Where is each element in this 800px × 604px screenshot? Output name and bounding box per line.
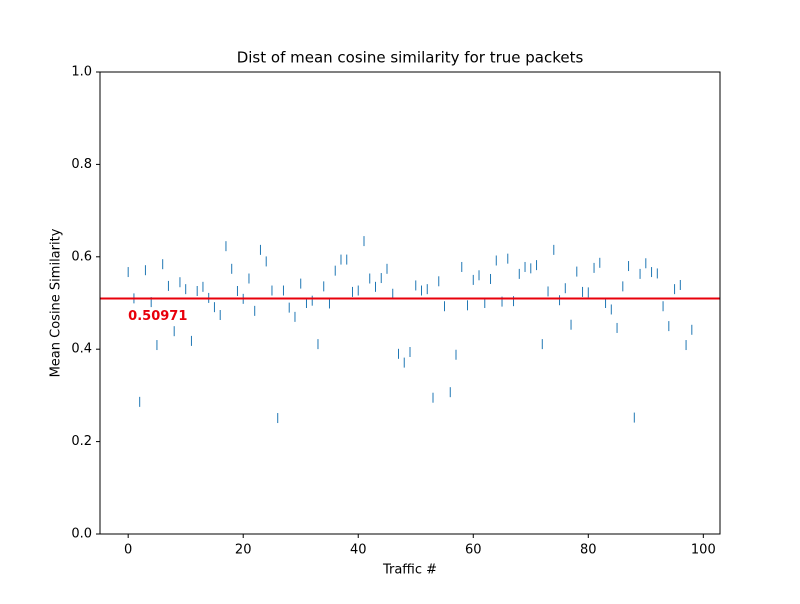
y-axis-label: Mean Cosine Similarity: [49, 228, 64, 377]
x-tick-label: 80: [580, 543, 597, 558]
y-tick-label: 0.0: [71, 527, 92, 542]
x-axis-label: Traffic #: [382, 563, 437, 578]
plot-frame: [99, 71, 721, 535]
x-tick-label: 40: [350, 543, 367, 558]
x-tick-label: 60: [465, 543, 482, 558]
y-tick-label: 0.6: [71, 249, 92, 264]
chart-title: Dist of mean cosine similarity for true …: [237, 49, 584, 67]
mean-label: 0.50971: [128, 309, 187, 324]
y-tick-label: 0.8: [71, 157, 92, 172]
x-tick-label: 0: [124, 543, 132, 558]
x-tick-label: 20: [235, 543, 252, 558]
x-tick-label: 100: [691, 543, 716, 558]
y-tick-label: 0.4: [71, 342, 92, 357]
y-tick-label: 0.2: [71, 434, 92, 449]
y-tick-label: 1.0: [71, 65, 92, 80]
